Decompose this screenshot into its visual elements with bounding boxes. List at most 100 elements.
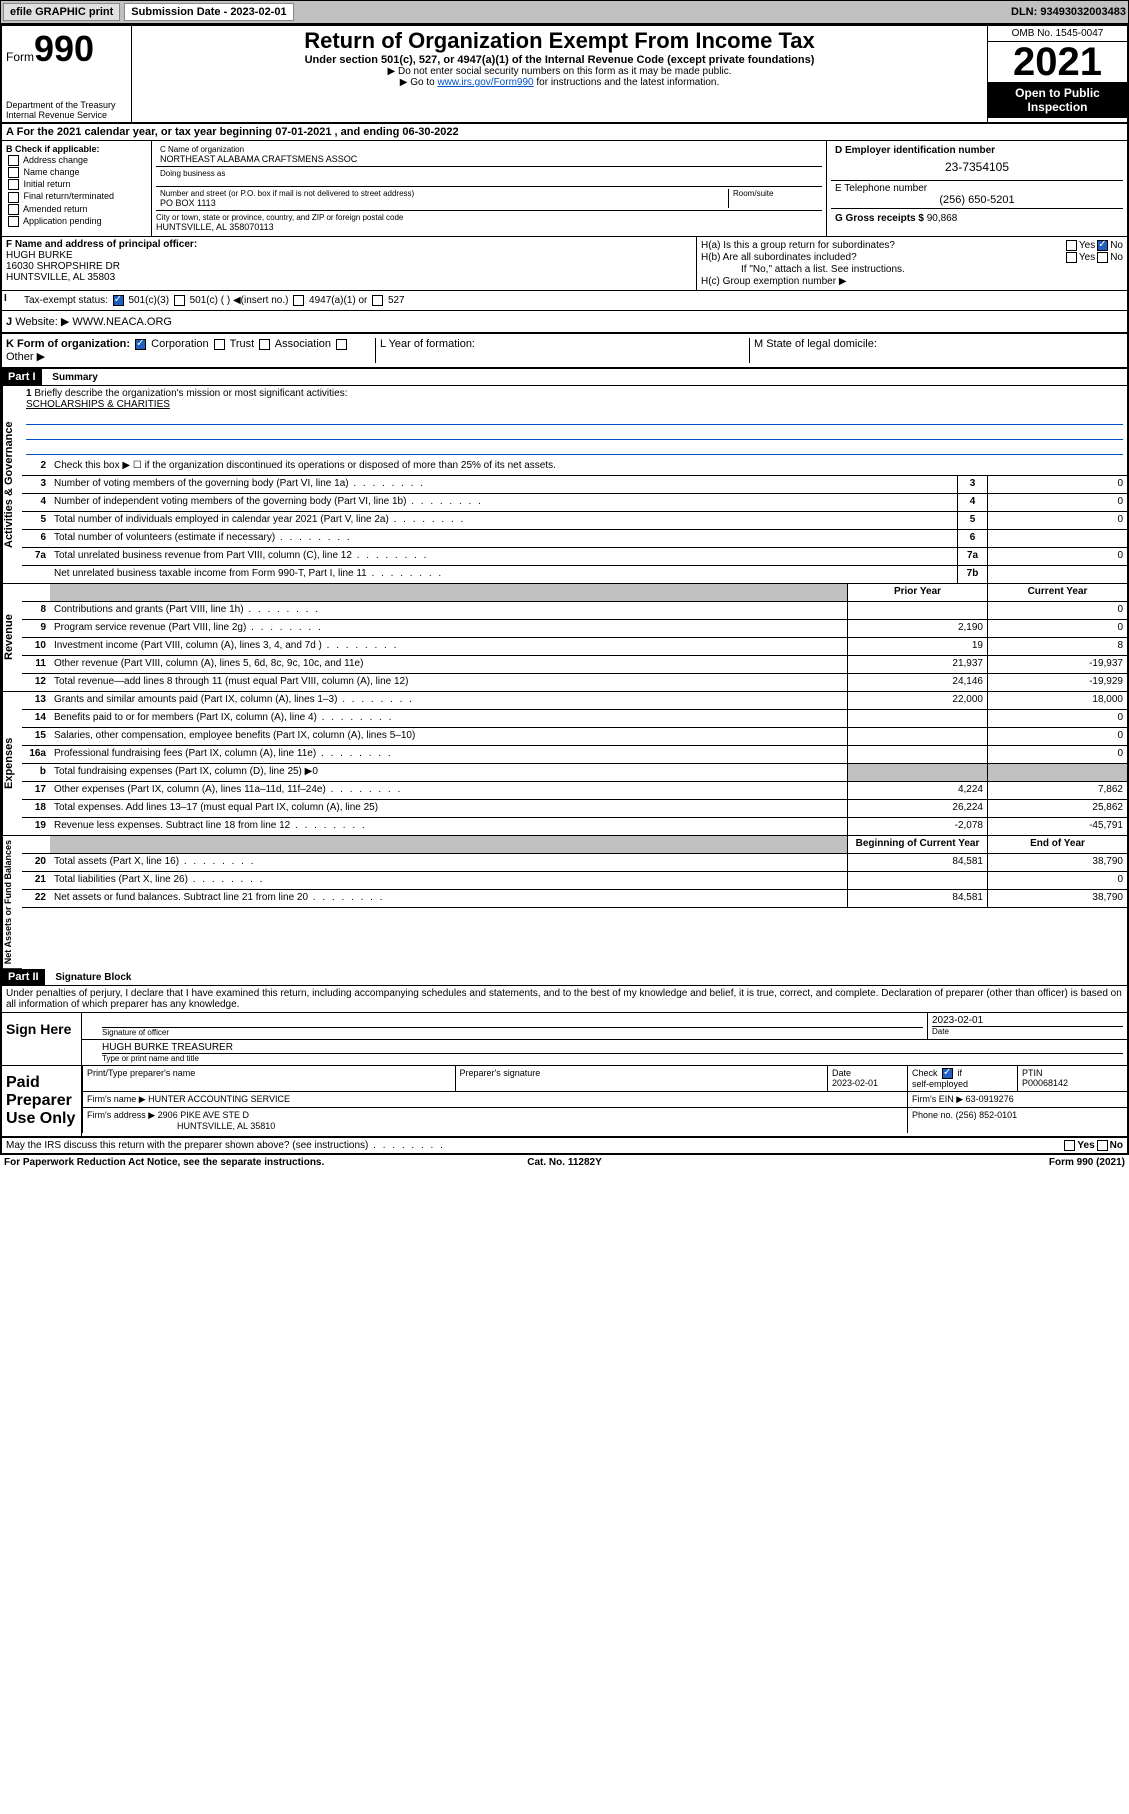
ha-no-checkbox[interactable]: [1097, 240, 1108, 251]
firm-ein-lbl: Firm's EIN ▶: [912, 1094, 963, 1104]
address-change-checkbox[interactable]: [8, 155, 19, 166]
phone-row: E Telephone number (256) 650-5201: [831, 181, 1123, 209]
room-lbl: Room/suite: [728, 189, 818, 208]
row-8: Contributions and grants (Part VIII, lin…: [50, 602, 847, 619]
phone-lbl: Phone no.: [912, 1110, 953, 1120]
mission-lbl: Briefly describe the organization's miss…: [34, 388, 347, 399]
final-return-checkbox[interactable]: [8, 192, 19, 203]
p12: 24,146: [847, 674, 987, 691]
hb-no-checkbox[interactable]: [1097, 252, 1108, 263]
other-checkbox[interactable]: [336, 339, 347, 350]
hb-yes: Yes: [1079, 252, 1095, 263]
discuss-no-checkbox[interactable]: [1097, 1140, 1108, 1151]
trust-checkbox[interactable]: [214, 339, 225, 350]
line-a-text: For the 2021 calendar year, or tax year …: [17, 126, 459, 138]
discuss-yes-checkbox[interactable]: [1064, 1140, 1075, 1151]
501c-checkbox[interactable]: [174, 295, 185, 306]
row-18: Total expenses. Add lines 13–17 (must eq…: [50, 800, 847, 817]
ptin-val: P00068142: [1022, 1078, 1123, 1088]
summary-expenses: Expenses 13Grants and similar amounts pa…: [2, 692, 1127, 836]
irs-form990-link[interactable]: www.irs.gov/Form990: [437, 77, 533, 88]
col-cd: C Name of organization NORTHEAST ALABAMA…: [152, 141, 1127, 236]
header-left: Form990 Department of the Treasury Inter…: [2, 26, 132, 122]
row-9: Program service revenue (Part VIII, line…: [50, 620, 847, 637]
check-self-employed: Check ifself-employed: [907, 1066, 1017, 1091]
p22: 84,581: [847, 890, 987, 907]
expenses-label: Expenses: [2, 692, 22, 836]
firm-name-lbl: Firm's name ▶: [87, 1094, 146, 1104]
hb-no: No: [1110, 252, 1123, 263]
sig-officer-cell: Signature of officer: [82, 1013, 927, 1039]
hb-yes-checkbox[interactable]: [1066, 252, 1077, 263]
c15: 0: [987, 728, 1127, 745]
c19: -45,791: [987, 818, 1127, 835]
firm-ein: 63-0919276: [966, 1094, 1014, 1104]
527-checkbox[interactable]: [372, 295, 383, 306]
b-app: Application pending: [23, 216, 102, 226]
4947-checkbox[interactable]: [293, 295, 304, 306]
line-a: A For the 2021 calendar year, or tax yea…: [2, 124, 1127, 141]
c18: 25,862: [987, 800, 1127, 817]
row-21: Total liabilities (Part X, line 26): [50, 872, 847, 889]
b-addr: Address change: [23, 155, 88, 165]
j-lbl: Website: ▶: [15, 316, 69, 328]
val-4: 0: [987, 494, 1127, 511]
val-7a: 0: [987, 548, 1127, 565]
org-name: NORTHEAST ALABAMA CRAFTSMENS ASSOC: [160, 154, 818, 164]
self-employed-checkbox[interactable]: [942, 1068, 953, 1079]
part1-header: Part I Summary: [2, 369, 1127, 386]
dept-treasury: Department of the Treasury: [6, 100, 127, 110]
b-init: Initial return: [24, 179, 71, 189]
assoc-checkbox[interactable]: [259, 339, 270, 350]
top-bar: efile GRAPHIC print Submission Date - 20…: [0, 0, 1129, 24]
i-527: 527: [388, 295, 405, 306]
row-20: Total assets (Part X, line 16): [50, 854, 847, 871]
form-title: Return of Organization Exempt From Incom…: [138, 28, 981, 54]
header-right: OMB No. 1545-0047 2021 Open to Public In…: [987, 26, 1127, 122]
firm-addr1: 2906 PIKE AVE STE D: [158, 1110, 249, 1120]
b-name: Name change: [24, 167, 80, 177]
firm-name: HUNTER ACCOUNTING SERVICE: [148, 1094, 290, 1104]
footer-left: For Paperwork Reduction Act Notice, see …: [4, 1157, 378, 1168]
amended-return-checkbox[interactable]: [8, 204, 19, 215]
row-14: Benefits paid to or for members (Part IX…: [50, 710, 847, 727]
ha-no: No: [1110, 240, 1123, 251]
phone-value: (256) 650-5201: [835, 194, 1119, 206]
l-year-formation: L Year of formation:: [375, 338, 749, 363]
c8: 0: [987, 602, 1127, 619]
form-number: 990: [34, 28, 94, 69]
row-19: Revenue less expenses. Subtract line 18 …: [50, 818, 847, 835]
col-c: C Name of organization NORTHEAST ALABAMA…: [152, 141, 827, 236]
part1-tag: Part I: [2, 369, 42, 385]
row-7b: Net unrelated business taxable income fr…: [50, 566, 957, 583]
firm-addr-lbl: Firm's address ▶: [87, 1110, 155, 1120]
val-7b: [987, 566, 1127, 583]
initial-return-checkbox[interactable]: [8, 179, 19, 190]
k-lbl: K Form of organization:: [6, 338, 130, 350]
eoy-hdr: End of Year: [987, 836, 1127, 853]
officer-addr2: HUNTSVILLE, AL 35803: [6, 272, 692, 283]
open-inspection: Open to Public Inspection: [988, 82, 1127, 118]
corp-checkbox[interactable]: [135, 339, 146, 350]
sig-declaration: Under penalties of perjury, I declare th…: [2, 986, 1127, 1013]
c21: 0: [987, 872, 1127, 889]
efile-print-button[interactable]: efile GRAPHIC print: [3, 3, 120, 21]
prior-year-hdr: Prior Year: [847, 584, 987, 601]
col-d: D Employer identification number 23-7354…: [827, 141, 1127, 236]
type-name-lbl: Type or print name and title: [102, 1053, 1123, 1063]
officer-name: HUGH BURKE: [6, 250, 692, 261]
name-change-checkbox[interactable]: [8, 167, 19, 178]
501c3-checkbox[interactable]: [113, 295, 124, 306]
row-2: Check this box ▶ ☐ if the organization d…: [50, 458, 1127, 475]
row-22: Net assets or fund balances. Subtract li…: [50, 890, 847, 907]
footer-right: Form 990 (2021): [751, 1157, 1125, 1168]
row-j: J Website: ▶ WWW.NEACA.ORG: [2, 311, 1127, 334]
application-pending-checkbox[interactable]: [8, 216, 19, 227]
c16a: 0: [987, 746, 1127, 763]
discuss-text: May the IRS discuss this return with the…: [6, 1140, 1062, 1151]
i-lbl: Tax-exempt status:: [24, 295, 108, 306]
col-h: H(a) Is this a group return for subordin…: [697, 237, 1127, 290]
summary-governance: Activities & Governance 1 Briefly descri…: [2, 386, 1127, 584]
irs-label: Internal Revenue Service: [6, 110, 127, 120]
ha-yes-checkbox[interactable]: [1066, 240, 1077, 251]
